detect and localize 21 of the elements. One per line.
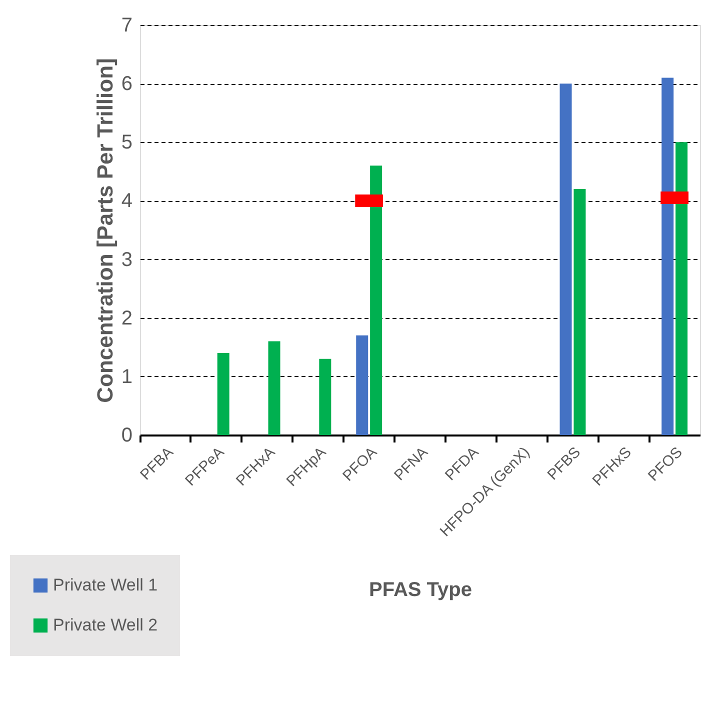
bar [560, 84, 572, 435]
bar [574, 189, 586, 435]
bar [370, 166, 382, 435]
bar [268, 341, 280, 435]
y-axis-title: Concentration [Parts Per Trillion] [92, 58, 118, 403]
legend-label: Private Well 2 [53, 616, 158, 634]
y-tick-label: 0 [121, 424, 132, 446]
y-tick-label: 2 [121, 307, 132, 330]
bar [319, 358, 332, 435]
y-tick-label: 7 [121, 14, 132, 36]
y-tick-label: 4 [121, 190, 132, 212]
y-tick-label: 5 [121, 132, 132, 154]
y-tick-label: 3 [121, 248, 132, 271]
bar [356, 335, 368, 435]
bar [217, 353, 230, 435]
x-axis-title: PFAS Type [369, 578, 472, 601]
bar [662, 78, 674, 435]
y-tick-label: 6 [121, 73, 132, 96]
bar [676, 142, 688, 435]
legend-label: Private Well 1 [53, 576, 158, 594]
y-tick-label: 1 [121, 366, 132, 388]
